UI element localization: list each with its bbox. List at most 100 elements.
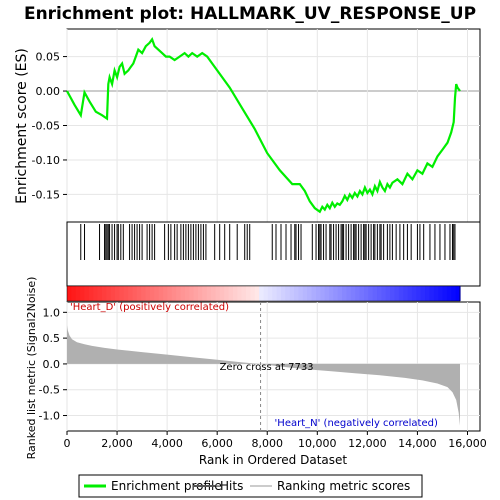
color-band-segment — [277, 286, 282, 301]
color-band-segment — [368, 286, 373, 301]
color-band-segment — [137, 286, 142, 301]
color-band-segment — [93, 286, 98, 301]
ranking-y-tick-label: -1.0 — [39, 410, 60, 423]
color-band-segment — [355, 286, 360, 301]
positive-correlation-label: 'Heart_D' (positively correlated) — [70, 302, 229, 313]
color-band-segment — [263, 286, 268, 301]
color-band-segment — [124, 286, 129, 301]
color-band-segment — [281, 286, 286, 301]
color-band-segment — [303, 286, 308, 301]
color-band-segment — [294, 286, 299, 301]
color-band-segment — [229, 286, 234, 301]
es-y-tick-label: -0.15 — [32, 188, 60, 201]
color-band-segment — [115, 286, 120, 301]
color-band-segment — [181, 286, 186, 301]
chart-title: Enrichment plot: HALLMARK_UV_RESPONSE_UP — [24, 4, 476, 24]
color-band-segment — [215, 286, 220, 301]
color-band-segment — [71, 286, 76, 301]
color-band-segment — [163, 286, 168, 301]
color-band-segment — [154, 286, 159, 301]
color-band-segment — [307, 286, 312, 301]
color-band-segment — [167, 286, 172, 301]
color-band-segment — [246, 286, 251, 301]
color-band-segment — [80, 286, 85, 301]
color-band-segment — [67, 286, 72, 301]
color-band-segment — [259, 286, 264, 301]
color-band-segment — [285, 286, 290, 301]
color-band-segment — [338, 286, 343, 301]
x-tick-label: 6,000 — [201, 437, 233, 450]
color-band-segment — [176, 286, 181, 301]
es-y-tick-label: -0.05 — [32, 120, 60, 133]
color-band-segment — [189, 286, 194, 301]
color-band-segment — [106, 286, 111, 301]
color-band-segment — [425, 286, 430, 301]
color-band-segment — [272, 286, 277, 301]
es-y-axis-label: Enrichment score (ES) — [14, 48, 30, 204]
color-band-segment — [111, 286, 116, 301]
x-tick-label: 16,000 — [448, 437, 487, 450]
color-band-segment — [329, 286, 334, 301]
ranking-y-tick-label: -0.5 — [39, 384, 60, 397]
color-band-segment — [255, 286, 260, 301]
color-band-segment — [202, 286, 207, 301]
color-band-segment — [128, 286, 133, 301]
color-band-segment — [342, 286, 347, 301]
legend-entry-label: Ranking metric scores — [277, 479, 410, 493]
x-tick-label: 2,000 — [101, 437, 133, 450]
color-band-segment — [119, 286, 124, 301]
color-band-segment — [198, 286, 203, 301]
ranking-y-ticks: 1.0 0.5 0.0 -0.5 -1.0 — [39, 306, 67, 422]
color-band-segment — [89, 286, 94, 301]
color-band-segment — [447, 286, 452, 301]
color-band-segment — [325, 286, 330, 301]
color-band-segment — [408, 286, 413, 301]
ranking-y-tick-label: 0.0 — [43, 358, 61, 371]
x-tick-label: 14,000 — [398, 437, 437, 450]
color-band-segment — [150, 286, 155, 301]
color-band-segment — [333, 286, 338, 301]
color-band-segment — [233, 286, 238, 301]
correlation-color-band — [67, 286, 461, 301]
color-band-segment — [390, 286, 395, 301]
color-band-segment — [451, 286, 456, 301]
color-band-segment — [346, 286, 351, 301]
color-band-segment — [351, 286, 356, 301]
color-band-segment — [394, 286, 399, 301]
x-tick-label: 8,000 — [251, 437, 283, 450]
color-band-segment — [360, 286, 365, 301]
color-band-segment — [364, 286, 369, 301]
color-band-segment — [421, 286, 426, 301]
ranking-y-tick-label: 1.0 — [43, 306, 61, 319]
color-band-segment — [220, 286, 225, 301]
x-ticks: 0 2,000 4,000 6,000 8,000 10,000 12,000 14,000 1… — [64, 431, 487, 450]
color-band-segment — [438, 286, 443, 301]
color-band-segment — [250, 286, 255, 301]
color-band-segment — [381, 286, 386, 301]
color-band-segment — [132, 286, 137, 301]
color-band-segment — [211, 286, 216, 301]
color-band-segment — [377, 286, 382, 301]
color-band-segment — [312, 286, 317, 301]
color-band-segment — [434, 286, 439, 301]
color-band-segment — [242, 286, 247, 301]
x-tick-label: 10,000 — [298, 437, 337, 450]
color-band-segment — [399, 286, 404, 301]
color-band-segment — [98, 286, 103, 301]
color-band-segment — [320, 286, 325, 301]
es-y-ticks: 0.05 0.00 -0.05 -0.10 -0.15 — [32, 51, 67, 202]
es-y-tick-label: 0.05 — [36, 51, 61, 64]
color-band-segment — [403, 286, 408, 301]
color-band-segment — [386, 286, 391, 301]
color-band-segment — [102, 286, 107, 301]
ranking-y-tick-label: 0.5 — [43, 332, 61, 345]
x-tick-label: 4,000 — [151, 437, 183, 450]
x-tick-label: 12,000 — [348, 437, 387, 450]
color-band-segment — [373, 286, 378, 301]
ranking-y-axis-label: Ranked list metric (Signal2Noise) — [25, 277, 38, 460]
color-band-segment — [443, 286, 448, 301]
color-band-segment — [290, 286, 295, 301]
color-band-segment — [416, 286, 421, 301]
